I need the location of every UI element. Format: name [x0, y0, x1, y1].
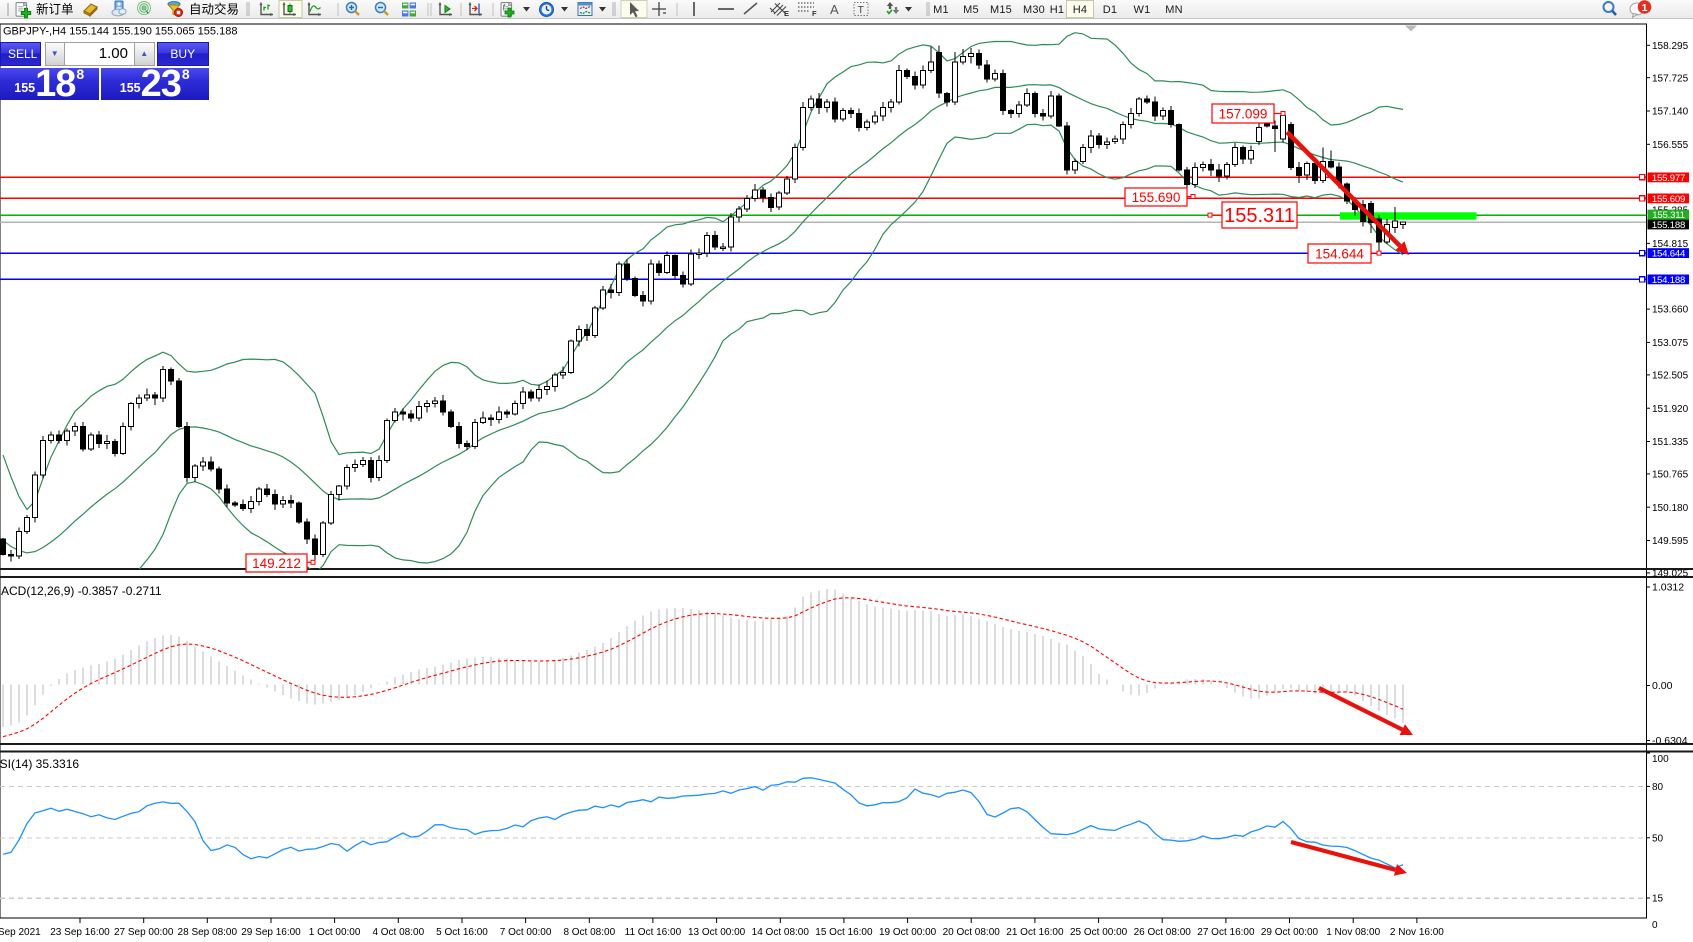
svg-text:149.595: 149.595 — [1652, 536, 1689, 547]
svg-text:157.140: 157.140 — [1652, 107, 1689, 118]
svg-text:154.644: 154.644 — [1652, 249, 1686, 260]
svg-text:27 Sep 00:00: 27 Sep 00:00 — [114, 927, 174, 938]
svg-text:1.0312: 1.0312 — [1652, 582, 1684, 594]
svg-text:2 Nov 16:00: 2 Nov 16:00 — [1390, 927, 1444, 938]
svg-text:27 Oct 16:00: 27 Oct 16:00 — [1197, 927, 1255, 938]
svg-text:155.311: 155.311 — [1224, 205, 1295, 227]
svg-text:157.099: 157.099 — [1219, 106, 1268, 121]
svg-text:25 Oct 00:00: 25 Oct 00:00 — [1070, 927, 1128, 938]
svg-text:100: 100 — [1652, 754, 1669, 765]
svg-text:MN: MN — [1165, 4, 1183, 16]
svg-text:E: E — [784, 9, 789, 18]
svg-text:21 Sep 2021: 21 Sep 2021 — [0, 927, 41, 938]
svg-text:M30: M30 — [1023, 4, 1045, 16]
svg-text:M5: M5 — [963, 4, 979, 16]
svg-text:11 Oct 16:00: 11 Oct 16:00 — [625, 927, 682, 938]
svg-text:A: A — [830, 2, 839, 17]
svg-text:自动交易: 自动交易 — [189, 2, 239, 17]
svg-text:155.609: 155.609 — [1652, 194, 1685, 205]
svg-text:f: f — [503, 3, 506, 12]
svg-text:7 Oct 00:00: 7 Oct 00:00 — [500, 927, 552, 938]
svg-text:153.075: 153.075 — [1652, 338, 1689, 349]
svg-text:4 Oct 08:00: 4 Oct 08:00 — [372, 927, 424, 938]
svg-text:0.00: 0.00 — [1652, 680, 1673, 692]
svg-text:W1: W1 — [1134, 4, 1151, 16]
svg-text:158.295: 158.295 — [1652, 41, 1689, 52]
svg-text:MACD(12,26,9) -0.3857 -0.2711: MACD(12,26,9) -0.3857 -0.2711 — [0, 584, 162, 598]
svg-text:-0.6304: -0.6304 — [1652, 735, 1688, 747]
svg-text:1 Nov 08:00: 1 Nov 08:00 — [1326, 927, 1380, 938]
svg-text:H1: H1 — [1050, 4, 1064, 16]
svg-text:50: 50 — [1652, 833, 1664, 844]
svg-text:1 Oct 00:00: 1 Oct 00:00 — [309, 927, 361, 938]
svg-text:19 Oct 00:00: 19 Oct 00:00 — [879, 927, 937, 938]
svg-text:155.311: 155.311 — [1652, 210, 1685, 221]
svg-text:153.660: 153.660 — [1652, 305, 1689, 316]
svg-text:157.725: 157.725 — [1652, 73, 1689, 84]
svg-text:155.690: 155.690 — [1132, 190, 1181, 205]
svg-text:29 Sep 16:00: 29 Sep 16:00 — [241, 927, 301, 938]
svg-text:155.188: 155.188 — [1652, 220, 1685, 231]
svg-text:M15: M15 — [990, 4, 1012, 16]
svg-text:154.815: 154.815 — [1652, 239, 1689, 250]
svg-text:15: 15 — [1652, 894, 1664, 905]
svg-text:21 Oct 16:00: 21 Oct 16:00 — [1006, 927, 1064, 938]
svg-text:151.335: 151.335 — [1652, 437, 1689, 448]
svg-text:RSI(14) 35.3316: RSI(14) 35.3316 — [0, 757, 79, 771]
svg-text:150.180: 150.180 — [1652, 503, 1689, 514]
svg-text:M1: M1 — [933, 4, 949, 16]
svg-text:149.212: 149.212 — [252, 556, 301, 571]
svg-text:20 Oct 08:00: 20 Oct 08:00 — [943, 927, 1001, 938]
svg-text:152.505: 152.505 — [1652, 371, 1689, 382]
svg-text:GBPJPY-,H4 155.144 155.190 15: GBPJPY-,H4 155.144 155.190 155.065 155.1… — [3, 26, 237, 38]
svg-text:8 Oct 08:00: 8 Oct 08:00 — [563, 927, 615, 938]
svg-text:150.765: 150.765 — [1652, 470, 1689, 481]
svg-text:14 Oct 08:00: 14 Oct 08:00 — [752, 927, 810, 938]
svg-text:154.188: 154.188 — [1652, 275, 1685, 286]
svg-text:154.644: 154.644 — [1315, 246, 1364, 261]
svg-text:H4: H4 — [1073, 4, 1087, 16]
svg-text:156.555: 156.555 — [1652, 140, 1689, 151]
svg-text:29 Oct 00:00: 29 Oct 00:00 — [1261, 927, 1319, 938]
svg-text:80: 80 — [1652, 782, 1664, 793]
svg-text:149.025: 149.025 — [1652, 569, 1689, 580]
svg-text:28 Sep 08:00: 28 Sep 08:00 — [178, 927, 238, 938]
svg-text:新订单: 新订单 — [36, 2, 74, 17]
svg-text:T: T — [858, 4, 865, 16]
svg-text:15 Oct 16:00: 15 Oct 16:00 — [815, 927, 873, 938]
svg-text:1: 1 — [1642, 2, 1648, 14]
svg-text:26 Oct 08:00: 26 Oct 08:00 — [1134, 927, 1192, 938]
svg-text:D1: D1 — [1103, 4, 1117, 16]
svg-text:0: 0 — [1652, 920, 1658, 931]
svg-text:155.977: 155.977 — [1652, 173, 1685, 184]
svg-text:5 Oct 16:00: 5 Oct 16:00 — [436, 927, 488, 938]
svg-text:151.920: 151.920 — [1652, 404, 1689, 415]
svg-text:F: F — [812, 9, 817, 18]
svg-text:23 Sep 16:00: 23 Sep 16:00 — [50, 927, 110, 938]
svg-text:13 Oct 00:00: 13 Oct 00:00 — [688, 927, 746, 938]
